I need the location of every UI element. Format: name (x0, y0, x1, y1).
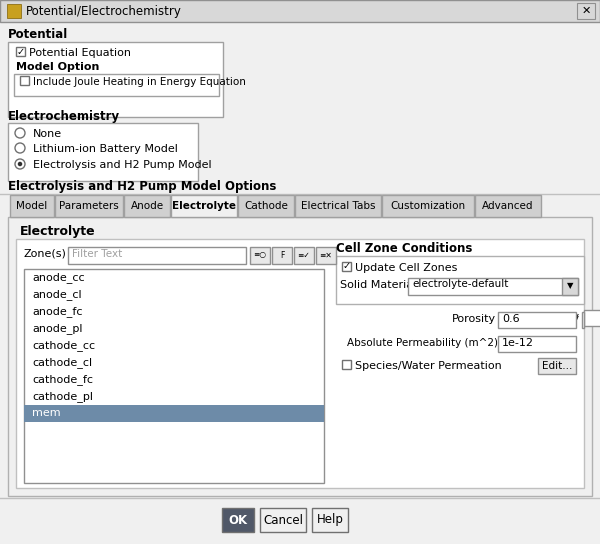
Text: Edit...: Edit... (542, 361, 572, 371)
Bar (408, 278, 578, 295)
Text: Filter Text: Filter Text (72, 249, 122, 259)
Text: Electrochemistry: Electrochemistry (8, 110, 120, 123)
Bar (24, 405, 324, 422)
Bar (222, 508, 254, 532)
Bar (582, 312, 584, 328)
Text: anode_pl: anode_pl (32, 323, 83, 334)
Text: Customization: Customization (391, 201, 466, 211)
Text: Potential Equation: Potential Equation (29, 48, 131, 58)
Bar (577, 3, 595, 19)
Text: Electrolyte: Electrolyte (20, 225, 95, 238)
Bar (294, 247, 314, 264)
Text: Model: Model (16, 201, 47, 211)
Text: Cancel: Cancel (263, 514, 303, 527)
Text: mem: mem (32, 408, 61, 418)
Text: Model Option: Model Option (16, 62, 100, 72)
Text: Lithium-ion Battery Model: Lithium-ion Battery Model (33, 144, 178, 154)
Bar (20, 76, 29, 85)
Text: Electrical Tabs: Electrical Tabs (301, 201, 375, 211)
Text: 0.6: 0.6 (502, 314, 520, 324)
Text: Advanced: Advanced (482, 201, 534, 211)
Text: ≡✓: ≡✓ (298, 250, 310, 259)
Bar (8, 123, 198, 181)
Text: cathode_fc: cathode_fc (32, 374, 93, 385)
Bar (336, 256, 584, 304)
Bar (498, 336, 576, 352)
Bar (16, 239, 584, 488)
Bar (8, 217, 592, 496)
Bar (538, 358, 576, 374)
Bar (316, 247, 336, 264)
Text: Porosity: Porosity (536, 312, 580, 322)
Circle shape (15, 143, 25, 153)
Text: cathode_cl: cathode_cl (32, 357, 92, 368)
Text: OK: OK (229, 514, 248, 527)
Bar (342, 262, 351, 271)
Bar (55, 195, 123, 217)
Bar (124, 195, 170, 217)
Bar (171, 195, 237, 217)
Text: anode_cl: anode_cl (32, 289, 82, 300)
Bar (475, 195, 541, 217)
Text: Parameters: Parameters (59, 201, 119, 211)
Bar (342, 360, 351, 369)
Text: Electrolyte: Electrolyte (172, 201, 236, 211)
Bar (24, 269, 324, 483)
Circle shape (15, 128, 25, 138)
Text: Porosity: Porosity (536, 314, 580, 324)
Text: cathode_pl: cathode_pl (32, 391, 93, 402)
Circle shape (15, 159, 25, 169)
Bar (295, 195, 381, 217)
Bar (562, 278, 578, 295)
Text: ✓: ✓ (16, 46, 25, 57)
Text: Cell Zone Conditions: Cell Zone Conditions (336, 242, 472, 255)
Text: Zone(s): Zone(s) (24, 249, 67, 259)
Bar (250, 247, 270, 264)
Bar (382, 195, 474, 217)
Text: Electrolysis and H2 Pump Model Options: Electrolysis and H2 Pump Model Options (8, 180, 277, 193)
Bar (7, 4, 21, 18)
Bar (14, 74, 219, 96)
Bar (312, 508, 348, 532)
Circle shape (18, 162, 22, 166)
Bar (260, 508, 306, 532)
Bar (68, 247, 246, 264)
Text: ≡○: ≡○ (254, 250, 266, 259)
Text: anode_fc: anode_fc (32, 306, 83, 317)
Text: Potential: Potential (8, 28, 68, 41)
Text: ▼: ▼ (567, 281, 573, 290)
Bar (0, 0, 600, 22)
Bar (10, 195, 54, 217)
Bar (8, 42, 223, 117)
Bar (498, 312, 576, 328)
Text: Help: Help (317, 514, 343, 527)
Text: 1e-12: 1e-12 (502, 338, 534, 348)
Text: Solid Material: Solid Material (340, 280, 416, 290)
Text: ✓: ✓ (343, 262, 350, 271)
Bar (16, 47, 25, 56)
Text: Species/Water Permeation: Species/Water Permeation (355, 361, 502, 371)
Text: Porosity: Porosity (452, 314, 496, 324)
Bar (584, 310, 600, 326)
Text: Cathode: Cathode (244, 201, 288, 211)
Text: None: None (33, 129, 62, 139)
Text: Electrolysis and H2 Pump Model: Electrolysis and H2 Pump Model (33, 160, 212, 170)
Text: F: F (280, 250, 284, 259)
Bar (272, 247, 292, 264)
Text: cathode_cc: cathode_cc (32, 340, 95, 351)
Bar (238, 195, 294, 217)
Text: ≡✕: ≡✕ (320, 250, 332, 259)
Text: ✕: ✕ (581, 6, 590, 16)
Text: Include Joule Heating in Energy Equation: Include Joule Heating in Energy Equation (33, 77, 246, 87)
Text: electrolyte-default: electrolyte-default (412, 279, 508, 289)
Bar (0, 498, 600, 544)
Text: Potential/Electrochemistry: Potential/Electrochemistry (26, 5, 182, 18)
Text: Update Cell Zones: Update Cell Zones (355, 263, 457, 273)
Text: Absolute Permeability (m^2): Absolute Permeability (m^2) (347, 338, 498, 348)
Text: Anode: Anode (130, 201, 164, 211)
Text: anode_cc: anode_cc (32, 272, 85, 283)
